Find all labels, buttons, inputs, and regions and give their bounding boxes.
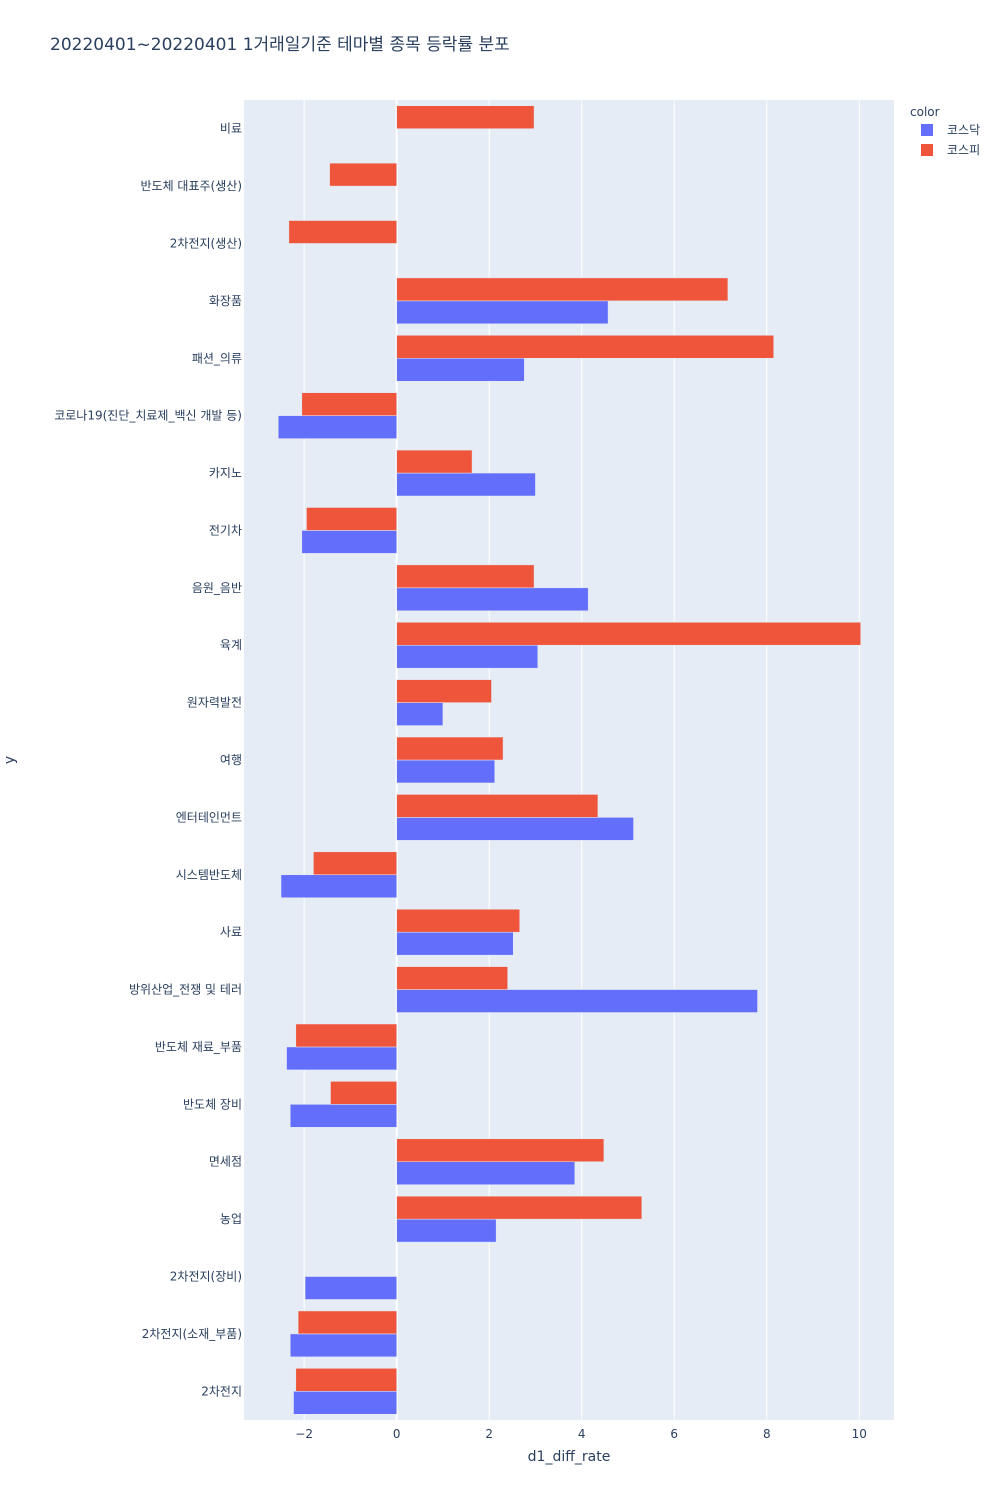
y-tick-label: 반도체 재료_부품 (155, 1040, 242, 1054)
bar-kospi[interactable] (297, 1310, 397, 1335)
y-tick-label: 코로나19(진단_치료제_백신 개발 등) (54, 409, 242, 423)
bar-kosdaq[interactable] (396, 358, 525, 382)
bar-kosdaq[interactable] (293, 1391, 397, 1415)
legend-title: color (910, 105, 940, 119)
x-tick-label: 0 (393, 1427, 401, 1441)
y-tick-label: 비료 (220, 122, 242, 136)
y-tick-label: 여행 (220, 752, 242, 767)
y-tick-label: 면세점 (209, 1155, 242, 1169)
bar-kosdaq[interactable] (280, 874, 397, 898)
y-tick-label: 반도체 대표주(생산) (141, 179, 243, 193)
bar-kospi[interactable] (330, 1081, 397, 1105)
bar-kospi[interactable] (396, 335, 774, 359)
bar-kosdaq[interactable] (396, 702, 444, 726)
bar-kospi[interactable] (396, 736, 504, 761)
y-tick-label: 전기차 (209, 523, 242, 537)
bar-kosdaq[interactable] (396, 587, 589, 612)
y-tick-label: 엔터테인먼트 (176, 810, 242, 824)
y-tick-label: 반도체 장비 (183, 1097, 242, 1111)
bar-kosdaq[interactable] (396, 644, 539, 669)
y-tick-label: 육계 (220, 638, 242, 652)
x-axis-title: d1_diff_rate (528, 1449, 611, 1465)
legend-swatch[interactable] (921, 124, 933, 136)
bar-kospi[interactable] (306, 507, 397, 531)
bar-kospi[interactable] (396, 966, 508, 990)
bar-kosdaq[interactable] (290, 1333, 397, 1358)
bar-kospi[interactable] (396, 1195, 643, 1220)
bar-kospi[interactable] (396, 794, 599, 818)
bar-kospi[interactable] (396, 622, 861, 646)
bar-kospi[interactable] (288, 220, 397, 244)
bar-kosdaq[interactable] (301, 530, 397, 554)
bar-kosdaq[interactable] (396, 300, 609, 325)
bar-kospi[interactable] (396, 277, 729, 302)
bar-kosdaq[interactable] (396, 472, 536, 497)
bar-kospi[interactable] (396, 908, 520, 933)
x-tick-label: −2 (295, 1427, 313, 1441)
bar-kosdaq[interactable] (277, 415, 397, 439)
bar-kosdaq[interactable] (396, 989, 758, 1013)
y-tick-label: 2차전지(장비) (170, 1270, 242, 1284)
x-tick-label: 6 (670, 1427, 678, 1441)
y-tick-label: 시스템반도체 (176, 868, 242, 882)
bar-kospi[interactable] (396, 105, 535, 129)
bars[interactable] (277, 105, 861, 1415)
bar-kosdaq[interactable] (290, 1104, 397, 1128)
legend-label[interactable]: 코스닥 (947, 123, 980, 137)
x-tick-label: 2 (485, 1427, 493, 1441)
bar-kospi[interactable] (396, 449, 473, 474)
legend-label[interactable]: 코스피 (947, 143, 980, 157)
bar-kosdaq[interactable] (286, 1046, 397, 1071)
bar-kospi[interactable] (313, 851, 397, 876)
bar-kosdaq[interactable] (304, 1276, 397, 1300)
bar-kospi[interactable] (396, 564, 535, 589)
bar-kosdaq[interactable] (396, 931, 514, 956)
x-tick-label: 8 (763, 1427, 771, 1441)
bar-kosdaq[interactable] (396, 817, 634, 841)
x-tick-labels: −2 0 2 4 6 8 10 (295, 1427, 867, 1441)
bar-kosdaq[interactable] (396, 1161, 576, 1185)
y-tick-label: 원자력발전 (187, 696, 242, 710)
y-tick-label: 2차전지(소재_부품) (142, 1327, 242, 1341)
y-tick-label: 사료 (220, 925, 242, 939)
bar-kospi[interactable] (301, 392, 397, 416)
y-tick-label: 음원_음반 (192, 581, 242, 595)
bar-kospi[interactable] (396, 1138, 605, 1162)
y-tick-label: 2차전지 (201, 1384, 242, 1398)
bar-kospi[interactable] (396, 679, 492, 703)
y-tick-label: 농업 (220, 1212, 242, 1226)
bar-kospi[interactable] (295, 1023, 397, 1048)
x-tick-label: 4 (578, 1427, 586, 1441)
chart-title: 20220401~20220401 1거래일기준 테마별 종목 등락률 분포 (50, 35, 510, 55)
bar-kosdaq[interactable] (396, 1218, 497, 1243)
y-tick-label: 방위산업_전쟁 및 테러 (129, 983, 242, 997)
bar-kospi[interactable] (329, 162, 397, 187)
x-tick-label: 10 (852, 1427, 867, 1441)
y-tick-label: 화장품 (209, 294, 242, 308)
bar-kosdaq[interactable] (396, 759, 495, 784)
legend-swatch[interactable] (921, 144, 933, 156)
y-tick-label: 2차전지(생산) (170, 236, 242, 250)
y-axis-title: y (2, 756, 18, 764)
bar-kospi[interactable] (295, 1368, 397, 1392)
y-tick-label: 카지노 (209, 466, 242, 480)
y-tick-label: 패션_의류 (192, 351, 242, 365)
